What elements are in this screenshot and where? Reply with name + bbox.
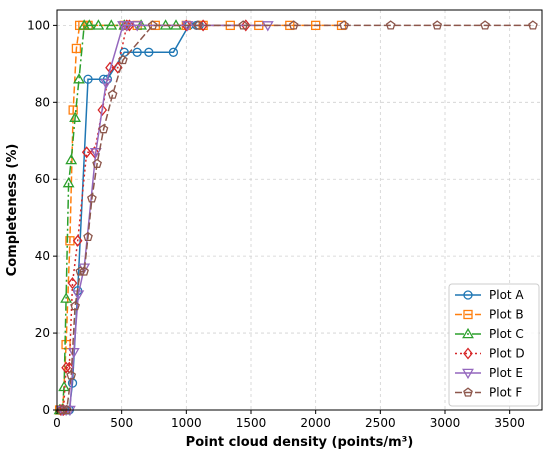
series-line	[62, 24, 533, 411]
data-point	[61, 404, 72, 415]
x-tick-label: 1500	[236, 416, 267, 430]
y-tick-label: 100	[27, 18, 50, 32]
legend-item: Plot B	[455, 308, 524, 322]
x-tick-label: 2500	[365, 416, 396, 430]
data-point	[193, 20, 203, 30]
y-tick-label: 60	[35, 172, 50, 186]
legend-item: Plot A	[455, 288, 524, 302]
x-tick-label: 3500	[494, 416, 525, 430]
data-point	[432, 20, 443, 30]
data-point	[83, 19, 96, 30]
data-point	[67, 348, 80, 359]
y-axis-label: Completeness (%)	[5, 144, 20, 277]
data-point	[92, 19, 105, 30]
y-tick-label: 20	[35, 326, 50, 340]
data-point	[97, 103, 108, 117]
data-point	[385, 20, 396, 30]
plot-frame	[56, 9, 543, 411]
data-point	[131, 21, 144, 32]
data-point	[98, 124, 109, 134]
legend-item: Plot D	[455, 347, 525, 361]
data-point	[147, 20, 158, 30]
data-point	[118, 54, 128, 65]
data-point	[68, 105, 78, 115]
ticks: 0 500 1000 1500 2000 2500 3000 3500 0 20 40 60 80 100	[27, 18, 525, 430]
data-point	[83, 74, 93, 84]
series-plot-f	[57, 20, 538, 415]
series-plot-a	[56, 20, 204, 415]
data-point	[120, 21, 133, 32]
y-tick-label: 80	[35, 95, 50, 109]
data-point	[65, 153, 78, 165]
data-point	[288, 20, 299, 30]
y-tick-label: 0	[42, 403, 50, 417]
data-point	[79, 266, 89, 276]
data-point	[528, 20, 538, 30]
data-point	[72, 234, 83, 247]
data-point	[100, 78, 113, 90]
data-point	[60, 292, 73, 303]
legend-marker	[463, 290, 473, 300]
data-point	[81, 146, 92, 159]
data-point	[71, 43, 82, 54]
data-point	[92, 158, 102, 168]
data-point	[57, 404, 68, 415]
data-point	[480, 20, 490, 30]
legend: Plot A Plot B Plot C Plot D Plot E Plot F	[448, 283, 540, 407]
data-point	[73, 73, 85, 84]
x-tick-label: 1000	[171, 416, 202, 430]
legend-marker	[463, 387, 473, 397]
data-point	[83, 231, 93, 242]
series-line	[62, 24, 268, 411]
data-point	[70, 301, 80, 311]
data-point	[105, 19, 118, 30]
series-line	[59, 24, 176, 411]
data-point	[72, 290, 85, 301]
data-point	[105, 61, 115, 74]
data-point	[69, 111, 82, 122]
data-point	[61, 361, 71, 374]
legend-label: Plot C	[489, 327, 524, 341]
data-point	[63, 405, 76, 417]
data-point	[198, 19, 208, 32]
data-point	[75, 266, 86, 276]
data-point	[58, 380, 71, 392]
data-point	[107, 89, 118, 99]
legend-label: Plot B	[489, 308, 524, 322]
x-tick-label: 2000	[300, 416, 331, 430]
data-point	[168, 47, 179, 57]
legend-label: Plot A	[489, 288, 524, 302]
legend-marker	[463, 309, 473, 320]
data-point	[240, 19, 251, 32]
data-point	[66, 370, 77, 380]
x-axis-label: Point cloud density (points/m³)	[186, 435, 414, 450]
data-point	[67, 277, 78, 290]
legend-item: Plot F	[455, 386, 522, 400]
data-point	[132, 47, 142, 57]
x-tick-label: 3000	[430, 416, 461, 430]
legend-marker	[462, 368, 474, 380]
data-point	[144, 47, 154, 57]
data-point	[62, 176, 75, 188]
legend-label: Plot F	[489, 386, 522, 400]
legend-label: Plot D	[489, 347, 525, 361]
legend-marker	[462, 327, 474, 339]
legend-item: Plot E	[455, 366, 523, 380]
data-point	[339, 20, 349, 30]
x-tick-label: 0	[53, 416, 61, 430]
x-tick-label: 500	[110, 416, 133, 430]
legend-marker	[463, 347, 473, 360]
data-point	[89, 148, 102, 159]
legend-item: Plot C	[455, 327, 524, 341]
legend-label: Plot E	[489, 366, 523, 380]
data-point	[238, 20, 249, 30]
y-tick-label: 40	[35, 249, 50, 263]
data-point	[87, 193, 97, 203]
series-plot-d	[56, 19, 251, 417]
